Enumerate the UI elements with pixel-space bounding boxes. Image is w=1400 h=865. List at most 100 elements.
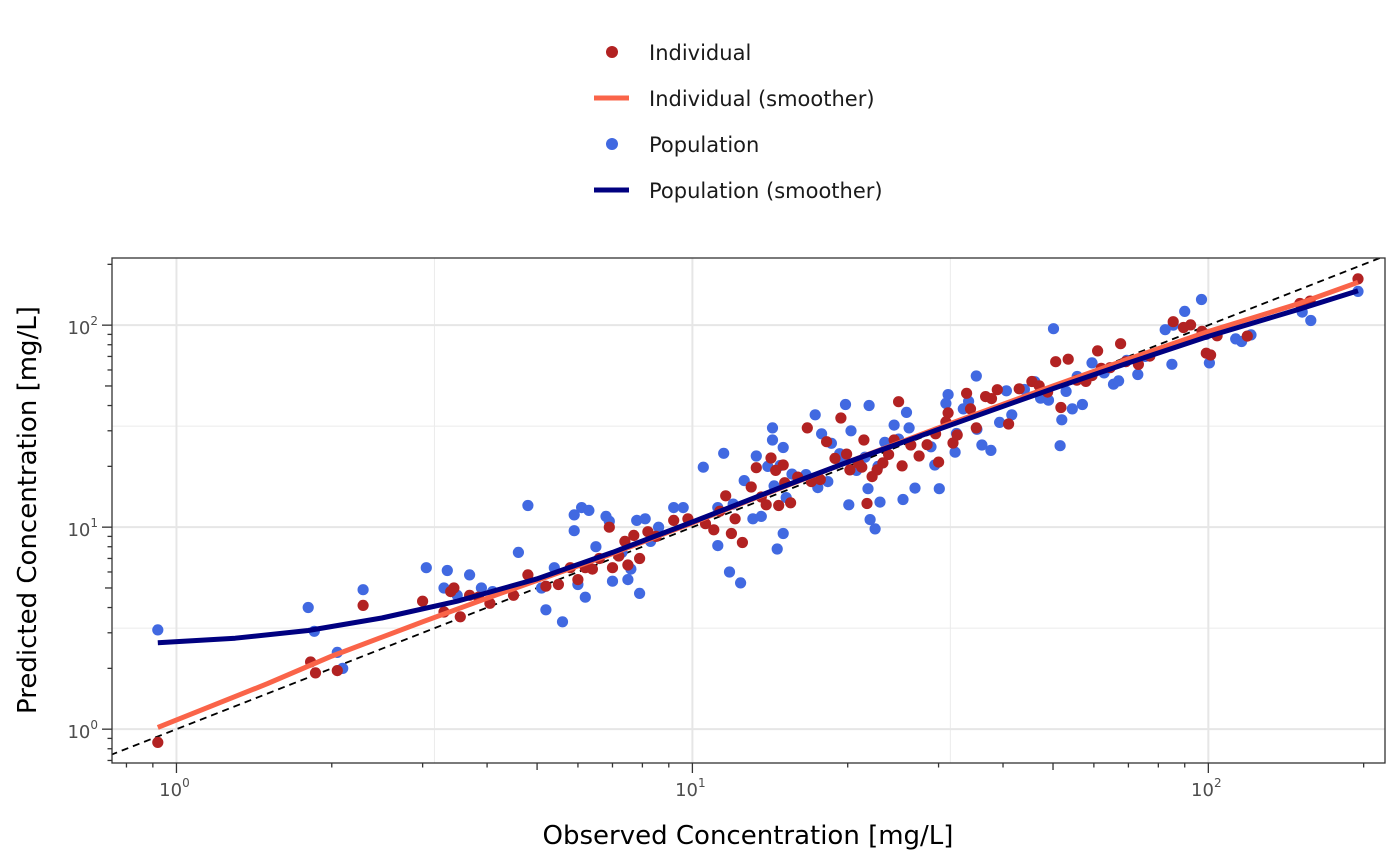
population-point xyxy=(622,574,634,586)
y-tick-label: 101 xyxy=(67,516,98,541)
individual-point xyxy=(856,461,868,473)
population-point xyxy=(697,461,709,473)
population-point xyxy=(747,513,759,525)
individual-point xyxy=(745,481,757,493)
population-point xyxy=(1166,358,1178,370)
population-point xyxy=(1305,314,1317,327)
population-point xyxy=(942,389,954,401)
population-point xyxy=(522,499,534,512)
y-tick-label: 102 xyxy=(67,314,98,339)
individual-point xyxy=(814,474,826,486)
population-point xyxy=(897,493,909,506)
population-point xyxy=(864,514,876,526)
individual-point xyxy=(642,526,654,538)
axes: 100 101 102 100 101 102 xyxy=(67,263,1365,801)
population-point xyxy=(1006,409,1018,421)
identity-line xyxy=(112,258,1383,756)
individual-point xyxy=(309,667,322,679)
individual-point xyxy=(454,611,466,623)
individual-point xyxy=(750,462,762,474)
population-point xyxy=(1076,398,1088,411)
individual-point xyxy=(357,599,369,612)
individual-point xyxy=(1092,345,1104,357)
population-point xyxy=(755,510,767,522)
individual-point xyxy=(572,574,584,586)
y-tick-label: 100 xyxy=(67,718,98,743)
legend-label-individual-smoother: Individual (smoother) xyxy=(649,87,875,111)
population-point xyxy=(766,422,779,434)
individual-point xyxy=(760,499,772,511)
x-tick-label: 101 xyxy=(675,776,706,801)
population-point xyxy=(723,566,736,578)
plot-frame xyxy=(111,257,1386,764)
individual-point xyxy=(801,422,813,434)
population-point xyxy=(1132,368,1144,381)
x-tick-label: 102 xyxy=(1191,776,1222,801)
population-point xyxy=(766,434,779,446)
population-point xyxy=(976,439,988,451)
population-point xyxy=(302,601,314,614)
population-point xyxy=(590,541,602,553)
population-point xyxy=(903,422,915,434)
individual-point xyxy=(883,448,895,461)
individual-point xyxy=(835,412,847,424)
individual-point xyxy=(1055,401,1067,414)
population-point xyxy=(843,499,855,511)
individual-point xyxy=(785,497,797,509)
population-point xyxy=(464,569,476,581)
population-point xyxy=(441,564,453,577)
x-tick-label: 100 xyxy=(159,776,190,801)
population-point xyxy=(677,502,689,514)
population-point xyxy=(512,546,525,559)
individual-point xyxy=(1241,330,1253,342)
individual-point xyxy=(821,436,833,448)
population-point xyxy=(718,447,730,459)
plot-background xyxy=(112,258,1385,763)
population-point xyxy=(579,591,591,603)
population-point xyxy=(568,509,580,521)
population-point xyxy=(777,441,789,454)
population-point xyxy=(420,562,432,574)
individual-point xyxy=(877,457,889,469)
individual-point xyxy=(668,514,680,527)
legend-label-population: Population xyxy=(649,133,759,157)
individual-point xyxy=(1050,356,1062,368)
individual-point xyxy=(858,434,870,446)
population-point xyxy=(909,482,921,494)
individual-point xyxy=(1205,349,1217,361)
individual-point xyxy=(586,563,599,575)
y-axis-title: Predicted Concentration [mg/L] xyxy=(13,306,43,714)
individual-point xyxy=(1185,319,1197,331)
individual-point xyxy=(1062,353,1074,365)
individual-point xyxy=(951,429,963,441)
population-point xyxy=(900,406,913,418)
individual-point xyxy=(729,513,741,525)
population-point xyxy=(888,419,900,431)
individual-point xyxy=(448,582,460,594)
population-point xyxy=(653,521,665,533)
population-point xyxy=(1047,323,1060,335)
population-point xyxy=(568,525,580,537)
legend-key-individual xyxy=(606,46,618,58)
individual-point xyxy=(720,490,732,502)
individual-point xyxy=(777,459,789,471)
individual-point xyxy=(622,559,634,571)
population-point xyxy=(606,575,619,587)
individual-point xyxy=(964,403,977,415)
individual-point xyxy=(603,521,615,533)
individual-point xyxy=(991,384,1003,396)
population-point xyxy=(874,496,886,508)
population-smoother-line xyxy=(157,288,1359,646)
individual-point xyxy=(331,665,343,677)
individual-point xyxy=(893,396,905,408)
individual-point xyxy=(985,393,998,405)
population-point xyxy=(1179,305,1191,317)
population-point xyxy=(933,483,945,495)
individual-point xyxy=(861,497,873,510)
population-point xyxy=(750,450,762,462)
population-point xyxy=(583,504,595,516)
individual-point xyxy=(522,569,534,581)
population-point xyxy=(712,540,724,552)
legend-item-individual: Individual xyxy=(606,41,751,65)
individual-point xyxy=(540,580,552,592)
